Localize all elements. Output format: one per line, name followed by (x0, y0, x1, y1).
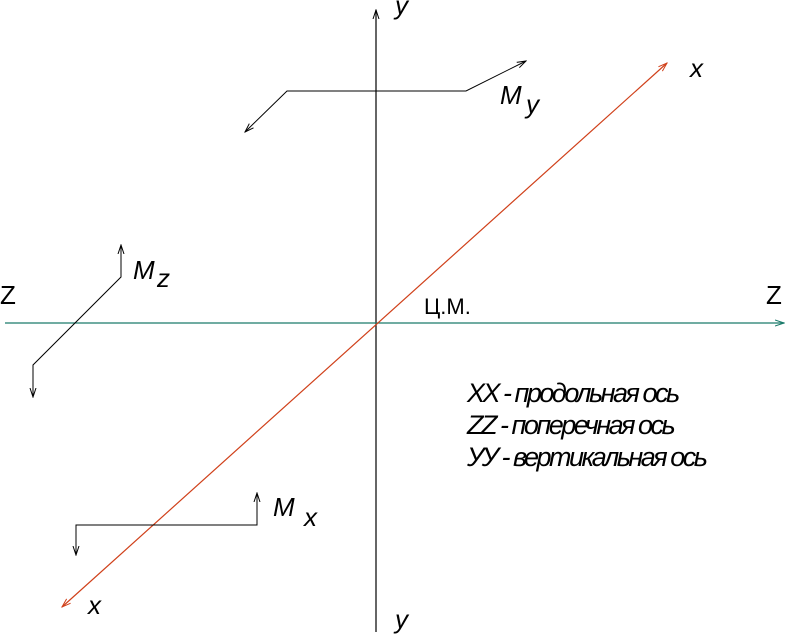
center-label: Ц.М. (424, 294, 471, 319)
moment-index: z (156, 263, 170, 293)
legend-line: XX - продольная ось (466, 378, 679, 408)
moment-arrow (76, 493, 257, 555)
moment-arrow (33, 245, 121, 397)
axis-label: x (86, 590, 102, 620)
moment-symbol: M (273, 492, 295, 522)
legend-line: ZZ - поперечная ось (466, 410, 675, 440)
moment-symbol: M (133, 255, 155, 285)
legend-line: УУ - вертикальная ось (466, 442, 707, 472)
moment-arrow (245, 61, 526, 132)
axis-label: y (393, 0, 410, 20)
moment-index: x (302, 502, 318, 532)
moment-index: y (524, 89, 541, 119)
moment-symbol: M (500, 80, 522, 110)
axis-label: Z (0, 280, 16, 310)
axis-label: Z (766, 280, 782, 310)
axis-label: y (393, 604, 410, 634)
axis-label: x (688, 53, 704, 83)
